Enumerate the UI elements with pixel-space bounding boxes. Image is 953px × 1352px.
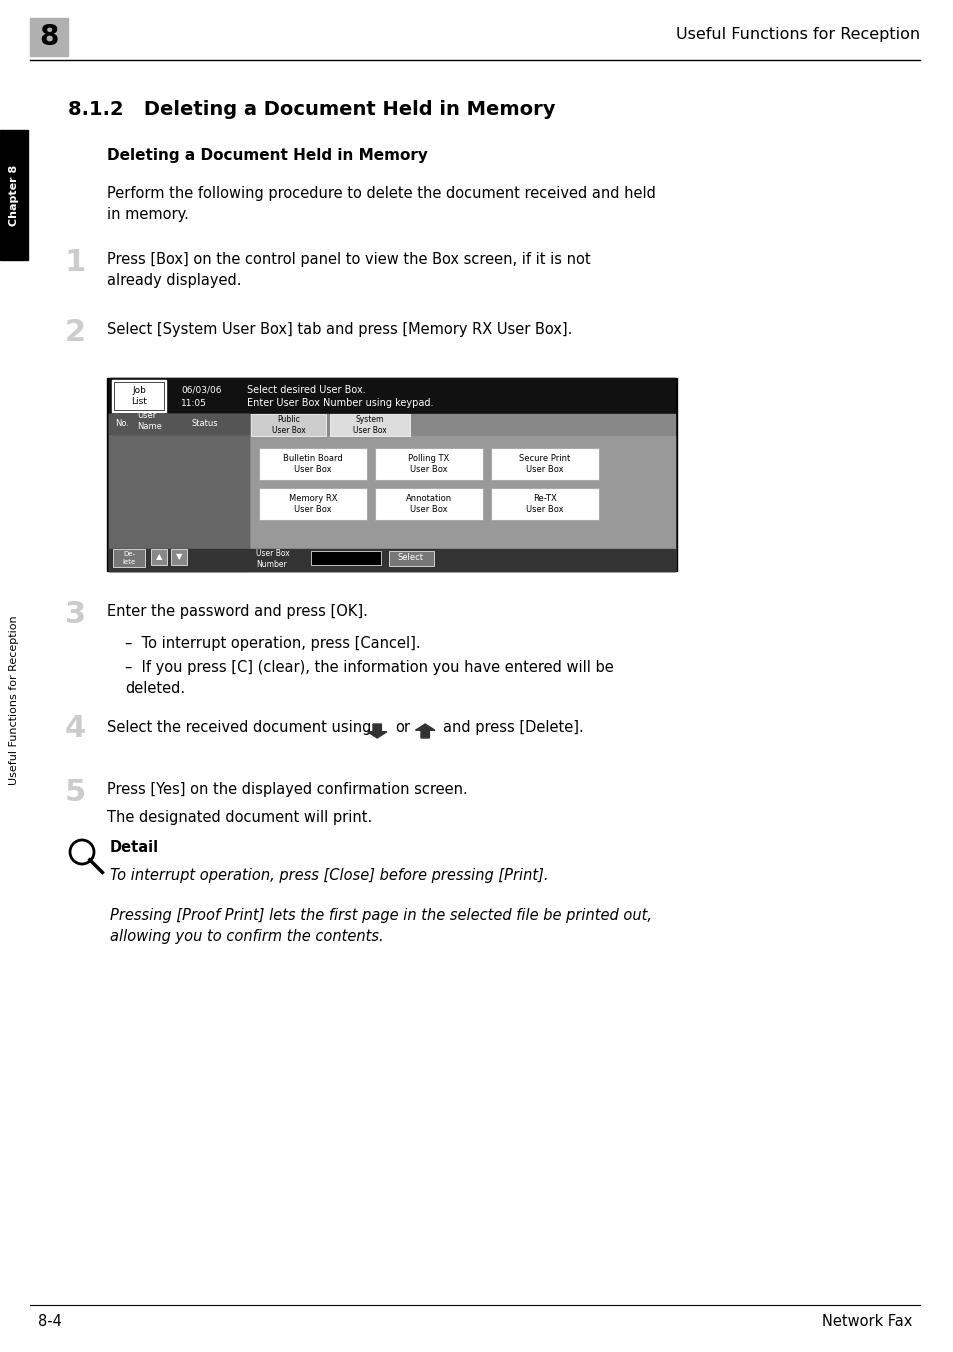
Text: Press [Yes] on the displayed confirmation screen.: Press [Yes] on the displayed confirmatio…	[107, 781, 467, 796]
Bar	[109, 414, 249, 434]
Text: Select desired User Box.: Select desired User Box.	[247, 385, 365, 395]
Bar	[491, 488, 598, 521]
Text: Chapter 8: Chapter 8	[9, 165, 19, 226]
Text: Bulletin Board
User Box: Bulletin Board User Box	[283, 454, 342, 475]
Bar	[113, 383, 164, 410]
Text: Useful Functions for Reception: Useful Functions for Reception	[9, 615, 19, 784]
Bar	[258, 448, 367, 480]
Text: The designated document will print.: The designated document will print.	[107, 810, 372, 825]
Text: Enter the password and press [OK].: Enter the password and press [OK].	[107, 604, 368, 619]
Text: 3: 3	[65, 600, 86, 629]
Text: Select [System User Box] tab and press [Memory RX User Box].: Select [System User Box] tab and press […	[107, 322, 572, 337]
Text: No.: No.	[115, 419, 129, 429]
Text: 8-4: 8-4	[38, 1314, 62, 1329]
Bar	[251, 414, 326, 435]
Text: Deleting a Document Held in Memory: Deleting a Document Held in Memory	[107, 147, 428, 164]
Text: 8: 8	[39, 23, 59, 51]
Text: Select the received document using: Select the received document using	[107, 721, 371, 735]
Text: and press [Delete].: and press [Delete].	[442, 721, 583, 735]
Text: Detail: Detail	[110, 840, 159, 854]
Text: 5: 5	[65, 777, 86, 807]
Bar	[375, 448, 482, 480]
Bar	[0, 130, 28, 260]
Bar	[171, 549, 187, 565]
Bar	[258, 488, 367, 521]
Polygon shape	[367, 725, 387, 738]
Bar	[112, 380, 166, 412]
Text: Polling TX
User Box: Polling TX User Box	[408, 454, 449, 475]
Text: 1: 1	[65, 247, 86, 277]
Text: Re-TX
User Box: Re-TX User Box	[526, 493, 563, 514]
Text: Annotation
User Box: Annotation User Box	[406, 493, 452, 514]
Bar	[375, 488, 482, 521]
Text: Select: Select	[397, 553, 423, 562]
Bar	[109, 379, 675, 414]
Bar	[251, 435, 675, 571]
Text: De-
lete: De- lete	[122, 552, 135, 565]
Text: Public
User Box: Public User Box	[272, 415, 305, 435]
Text: Pressing [Proof Print] lets the first page in the selected file be printed out,
: Pressing [Proof Print] lets the first pa…	[110, 909, 651, 944]
Text: Status: Status	[192, 419, 218, 429]
Text: Memory RX
User Box: Memory RX User Box	[289, 493, 337, 514]
Text: Useful Functions for Reception: Useful Functions for Reception	[675, 27, 919, 42]
Text: Enter User Box Number using keypad.: Enter User Box Number using keypad.	[247, 397, 433, 408]
Text: Secure Print
User Box: Secure Print User Box	[518, 454, 570, 475]
Text: Job
List: Job List	[131, 387, 147, 406]
Bar	[389, 552, 434, 566]
Bar	[109, 414, 249, 571]
Text: Press [Box] on the control panel to view the Box screen, if it is not
already di: Press [Box] on the control panel to view…	[107, 251, 590, 288]
Text: ▲: ▲	[155, 553, 162, 561]
Text: User
Name: User Name	[137, 411, 162, 431]
Text: To interrupt operation, press [Close] before pressing [Print].: To interrupt operation, press [Close] be…	[110, 868, 548, 883]
Text: System
User Box: System User Box	[353, 415, 387, 435]
Text: Perform the following procedure to delete the document received and held
in memo: Perform the following procedure to delet…	[107, 187, 656, 222]
Text: or: or	[395, 721, 410, 735]
Text: User Box
Number: User Box Number	[255, 549, 290, 569]
Bar	[311, 552, 380, 565]
Bar	[107, 379, 677, 571]
Text: Network Fax: Network Fax	[821, 1314, 911, 1329]
Text: –  If you press [C] (clear), the information you have entered will be
deleted.: – If you press [C] (clear), the informat…	[125, 660, 613, 696]
Text: 8.1.2   Deleting a Document Held in Memory: 8.1.2 Deleting a Document Held in Memory	[68, 100, 555, 119]
Bar	[109, 549, 675, 571]
Bar	[112, 549, 145, 566]
Text: 06/03/06: 06/03/06	[181, 385, 221, 395]
Polygon shape	[415, 725, 435, 738]
Bar	[330, 414, 410, 435]
Bar	[151, 549, 167, 565]
Bar	[30, 18, 68, 55]
Bar	[109, 414, 675, 571]
Text: 2: 2	[65, 318, 86, 347]
Text: 4: 4	[65, 714, 86, 744]
Text: –  To interrupt operation, press [Cancel].: – To interrupt operation, press [Cancel]…	[125, 635, 420, 652]
Bar	[491, 448, 598, 480]
Text: ▼: ▼	[175, 553, 182, 561]
Text: 11:05: 11:05	[181, 399, 207, 407]
